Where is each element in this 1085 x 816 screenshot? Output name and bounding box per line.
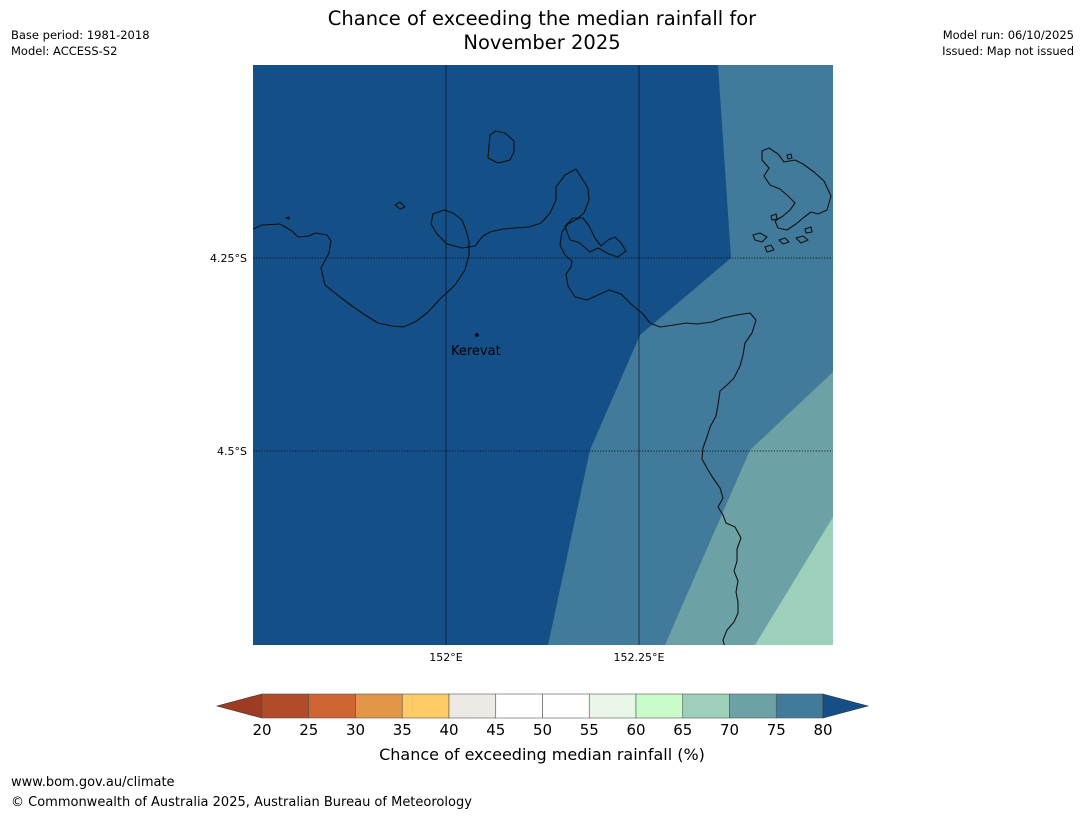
lat-label-4-25: 4.25°S — [210, 252, 247, 265]
title-line-2: November 2025 — [463, 31, 621, 54]
colorbar-tick-45: 45 — [486, 721, 505, 739]
map-title: Chance of exceeding the median rainfall … — [242, 7, 842, 55]
colorbar-tick-20: 20 — [252, 721, 271, 739]
colorbar-title: Chance of exceeding median rainfall (%) — [379, 745, 705, 764]
coastline-islet-b — [285, 216, 290, 220]
colorbar-bins — [261, 693, 824, 719]
colorbar-tick-50: 50 — [533, 721, 552, 739]
colorbar-tick-30: 30 — [346, 721, 365, 739]
colorbar-bin-30-35 — [355, 693, 403, 719]
coastline-east-islet-2 — [764, 244, 775, 253]
colorbar-tick-25: 25 — [299, 721, 318, 739]
lat-label-4-5: 4.5°S — [217, 445, 247, 458]
colorbar-tick-80: 80 — [813, 721, 832, 739]
colorbar-tick-75: 75 — [767, 721, 786, 739]
coastline-east-islet-5 — [770, 213, 778, 221]
metadata-right: Model run: 06/10/2025 Issued: Map not is… — [942, 27, 1074, 59]
colorbar-bin-45-50 — [495, 693, 543, 719]
coastline-east-islands — [761, 147, 832, 231]
colorbar-bin-55-60 — [588, 693, 637, 719]
colorbar-bin-65-70 — [682, 693, 730, 719]
title-line-1: Chance of exceeding the median rainfall … — [327, 7, 757, 30]
metadata-left: Base period: 1981-2018 Model: ACCESS-S2 — [11, 27, 150, 59]
model-text: Model: ACCESS-S2 — [11, 44, 118, 58]
issued-text: Issued: Map not issued — [942, 44, 1074, 58]
footer-url: www.bom.gov.au/climate — [11, 775, 175, 790]
colorbar-bin-60-65 — [635, 693, 684, 719]
coastline-east-islet-7 — [786, 153, 793, 160]
colorbar-bin-70-75 — [729, 693, 777, 719]
colorbar-bin-20-25 — [261, 693, 310, 719]
colorbar-bin-50-55 — [542, 693, 590, 719]
colorbar-tick-65: 65 — [673, 721, 692, 739]
colorbar-bin-25-30 — [308, 693, 356, 719]
colorbar-bin-40-45 — [448, 693, 497, 719]
kerevat-label: Kerevat — [451, 344, 501, 359]
coastline-east-islet-6 — [804, 226, 813, 234]
colorbar: 20 25 30 35 40 45 50 55 60 65 70 75 80 — [215, 693, 870, 739]
colorbar-bin-75-80 — [775, 693, 824, 719]
coastline-east-islet-4 — [795, 235, 809, 244]
colorbar-tick-40: 40 — [439, 721, 458, 739]
coastline-islet-a — [394, 201, 406, 210]
colorbar-ticks: 20 25 30 35 40 45 50 55 60 65 70 75 80 — [252, 721, 832, 739]
colorbar-tick-60: 60 — [626, 721, 645, 739]
graticule — [253, 65, 833, 645]
coastline-east-islet-3 — [778, 237, 790, 245]
lon-label-152: 152°E — [429, 651, 462, 664]
coastline-east-islet-1 — [752, 232, 768, 243]
base-period-text: Base period: 1981-2018 — [11, 28, 150, 42]
map-area: Kerevat — [253, 65, 833, 645]
band-65-70 — [755, 517, 833, 645]
coastline-small-island-north — [487, 130, 515, 164]
coastline — [253, 130, 832, 645]
colorbar-tick-70: 70 — [720, 721, 739, 739]
band-70-75 — [665, 372, 833, 645]
colorbar-extend-high — [822, 693, 870, 719]
coastline-main-island — [253, 168, 757, 645]
colorbar-bin-35-40 — [401, 693, 450, 719]
rainfall-map: Kerevat 4.25°S 4.5°S 152°E 152.25°E — [210, 65, 833, 664]
footer-copyright: © Commonwealth of Australia 2025, Austra… — [11, 795, 472, 810]
lon-label-152-25: 152.25°E — [614, 651, 665, 664]
colorbar-tick-55: 55 — [580, 721, 599, 739]
coastline-cove — [564, 217, 627, 258]
model-run-text: Model run: 06/10/2025 — [942, 28, 1074, 42]
kerevat-marker — [475, 333, 479, 337]
colorbar-extend-low — [215, 693, 263, 719]
colorbar-tick-35: 35 — [393, 721, 412, 739]
